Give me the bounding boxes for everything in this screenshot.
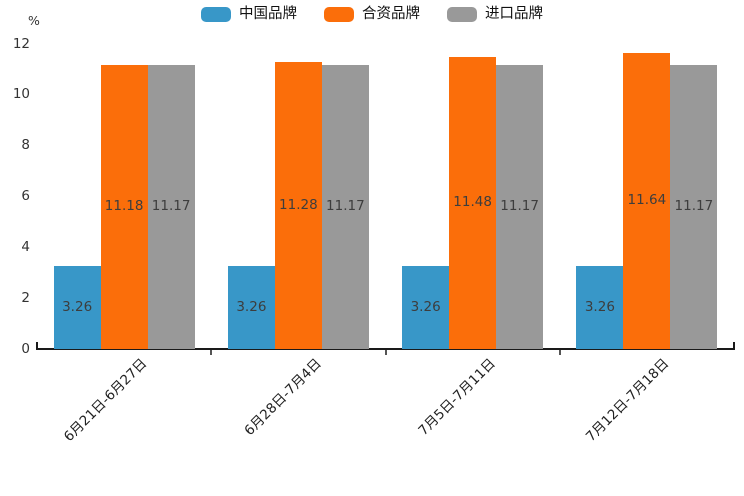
bar-合资品牌-0 — [100, 64, 148, 349]
x-axis-tick — [558, 350, 561, 355]
bar-进口品牌-1 — [321, 65, 369, 349]
y-axis-tick-label: 2 — [21, 289, 30, 306]
legend-item-2[interactable]: 进口品牌 — [447, 7, 543, 22]
legend-item-label: 进口品牌 — [485, 6, 543, 23]
x-axis-category-label: 6月28日-7月4日 — [240, 355, 325, 439]
y-axis-tick-label: 6 — [21, 188, 30, 204]
bar-value-label: 11.28 — [279, 196, 318, 213]
x-axis-tick — [384, 350, 387, 355]
y-axis-tick-label: 8 — [21, 137, 30, 154]
x-axis-category-label: 7月12日-7月18日 — [583, 355, 673, 445]
legend-swatch-icon — [201, 7, 231, 22]
bar-中国品牌-2 — [402, 266, 450, 349]
bar-中国品牌-1 — [227, 266, 275, 349]
x-axis-line — [36, 348, 735, 350]
y-axis-tick-label: 4 — [21, 238, 30, 255]
bar-进口品牌-3 — [670, 65, 718, 349]
bar-value-label: 11.18 — [104, 197, 144, 214]
y-axis-tick-label: 12 — [12, 35, 30, 52]
bar-value-label: 11.17 — [326, 198, 365, 215]
bar-中国品牌-3 — [576, 266, 624, 349]
legend-swatch-icon — [324, 7, 354, 22]
bar-value-label: 11.17 — [674, 198, 714, 215]
legend-item-1[interactable]: 合资品牌 — [324, 7, 420, 22]
bar-合资品牌-3 — [623, 53, 671, 349]
bar-中国品牌-0 — [53, 266, 101, 349]
bar-合资品牌-2 — [449, 57, 497, 349]
bar-value-label: 11.17 — [500, 198, 539, 215]
bar-value-label: 3.26 — [236, 298, 267, 315]
bar-value-label: 11.64 — [627, 192, 667, 209]
x-axis-category-label: 7月5日-7月11日 — [415, 355, 499, 439]
y-axis-unit-label: % — [28, 13, 40, 28]
legend: 中国品牌 合资品牌 进口品牌 — [0, 7, 744, 22]
x-axis-end-tick — [36, 342, 38, 348]
bar-进口品牌-0 — [147, 65, 195, 349]
bar-进口品牌-2 — [496, 65, 544, 349]
bar-value-label: 3.26 — [584, 298, 615, 315]
bar-value-label: 3.26 — [410, 298, 441, 315]
legend-item-0[interactable]: 中国品牌 — [201, 7, 297, 22]
x-axis-category-label: 6月21日-6月27日 — [60, 355, 151, 445]
legend-swatch-icon — [447, 7, 477, 22]
bar-合资品牌-1 — [274, 62, 322, 349]
legend-item-label: 中国品牌 — [239, 6, 297, 23]
y-axis-tick-label: 0 — [21, 340, 30, 357]
x-axis-end-tick — [733, 342, 735, 348]
y-axis-tick-label: 10 — [12, 86, 30, 103]
bar-value-label: 3.26 — [62, 298, 93, 315]
bar-value-label: 11.48 — [453, 194, 492, 211]
legend-item-label: 合资品牌 — [362, 6, 420, 23]
x-axis-tick — [210, 350, 213, 355]
bar-value-label: 11.17 — [151, 198, 191, 215]
